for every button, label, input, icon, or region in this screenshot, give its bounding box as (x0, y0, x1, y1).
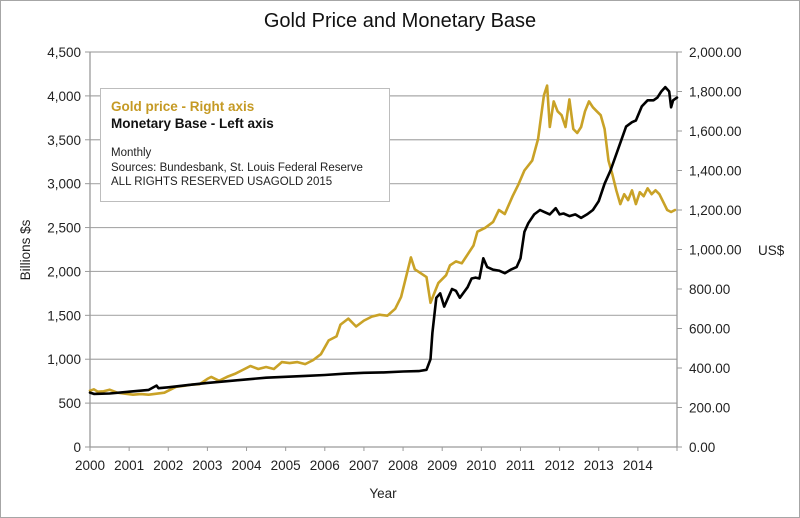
x-tick-label: 2008 (388, 458, 418, 473)
x-tick-label: 2005 (271, 458, 301, 473)
legend-note-frequency: Monthly (111, 147, 152, 159)
legend-entry-gold: Gold price - Right axis (111, 99, 255, 114)
y-right-tick-label: 2,000.00 (689, 45, 742, 60)
y-left-tick-label: 500 (58, 396, 81, 411)
legend-entry-monetary-base: Monetary Base - Left axis (111, 116, 274, 131)
y-left-tick-label: 0 (73, 440, 81, 455)
series-lines (88, 84, 679, 397)
y-left-tick-label: 2,000 (47, 264, 81, 279)
y-right-tick-label: 1,400.00 (689, 164, 742, 179)
y-right-tick-label: 600.00 (689, 322, 730, 337)
y-left-tick-label: 2,500 (47, 221, 81, 236)
legend-note-sources: Sources: Bundesbank, St. Louis Federal R… (111, 161, 363, 174)
y-left-tick-label: 1,500 (47, 308, 81, 323)
y-left-tick-label: 3,000 (47, 177, 81, 192)
x-tick-label: 2007 (349, 458, 379, 473)
y-right-tick-label: 1,200.00 (689, 203, 742, 218)
y-right-tick-label: 0.00 (689, 440, 715, 455)
x-tick-label: 2009 (427, 458, 457, 473)
x-tick-labels: 2000 2001 2002 2003 2004 2005 2006 2007 2008 2009… (75, 458, 653, 473)
x-tick-label: 2002 (153, 458, 183, 473)
y-left-tick-label: 4,500 (47, 45, 81, 60)
y-right-tick-label: 400.00 (689, 361, 730, 376)
x-tick-label: 2011 (506, 458, 535, 473)
x-tick-label: 2014 (623, 458, 654, 473)
gold-price-line (88, 84, 677, 397)
y-right-tick-label: 1,800.00 (689, 85, 742, 100)
x-tick-label: 2000 (75, 458, 105, 473)
y-right-tick-labels: 0.00 200.00 400.00 600.00 800.00 1,000.00 1,20… (689, 45, 742, 455)
monetary-base-line (88, 85, 679, 396)
y-left-axis-title: Billions $s (18, 219, 33, 280)
x-tick-label: 2003 (192, 458, 222, 473)
y-right-tick-label: 1,600.00 (689, 124, 742, 139)
y-right-tick-label: 800.00 (689, 282, 730, 297)
y-right-tick-label: 1,000.00 (689, 243, 742, 258)
chart-title: Gold Price and Monetary Base (263, 10, 537, 32)
y-left-tick-label: 3,500 (47, 133, 81, 148)
y-right-axis-title: US$ (758, 243, 785, 258)
x-tick-label: 2001 (114, 458, 144, 473)
axes (85, 51, 682, 451)
x-tick-label: 2004 (232, 458, 263, 473)
x-tick-label: 2006 (310, 458, 340, 473)
y-left-tick-labels: 0 500 1,000 1,500 2,000 2,500 3,000 3,500 4,000 4… (47, 45, 81, 455)
y-right-tick-label: 200.00 (689, 401, 730, 416)
x-tick-label: 2013 (584, 458, 614, 473)
x-tick-label: 2010 (466, 458, 496, 473)
legend: Gold price - Right axis Monetary Base - … (100, 88, 390, 202)
x-axis-title: Year (369, 486, 397, 501)
x-tick-label: 2012 (545, 458, 575, 473)
y-left-tick-label: 1,000 (47, 352, 81, 367)
y-left-tick-label: 4,000 (47, 89, 81, 104)
legend-note-copyright: ALL RIGHTS RESERVED USAGOLD 2015 (111, 176, 333, 188)
